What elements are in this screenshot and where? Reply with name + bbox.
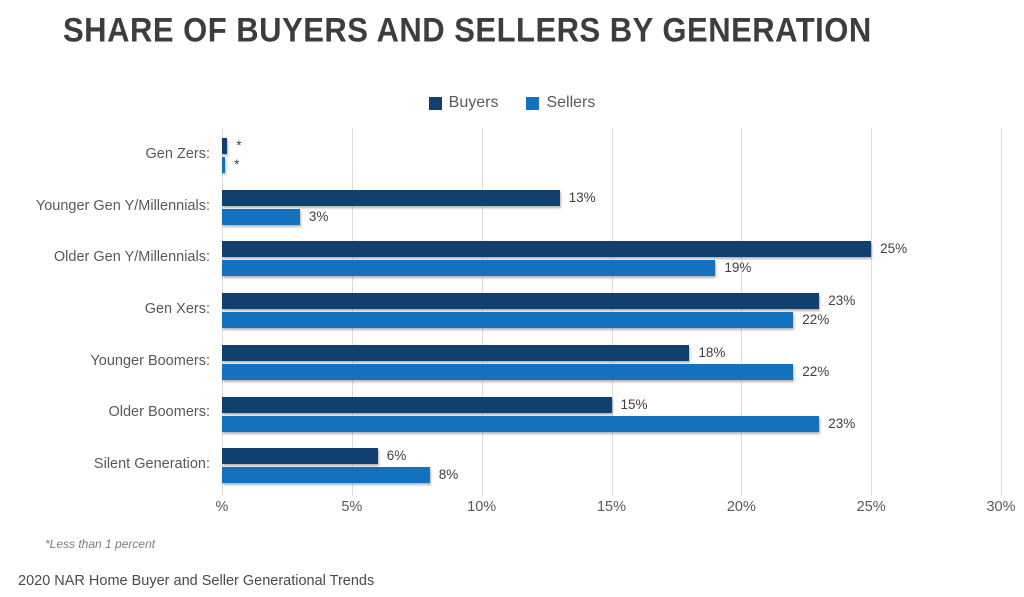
- category-label: Gen Xers:: [144, 301, 210, 317]
- bar-sellers: [222, 157, 226, 173]
- category-label: Silent Generation:: [93, 456, 210, 473]
- bar-value-label: 18%: [698, 344, 726, 360]
- bar-buyers: [222, 189, 560, 206]
- bar-value-label: 23%: [828, 415, 856, 431]
- category-label: Gen Zers:: [145, 145, 210, 162]
- bar-sellers: [222, 415, 820, 432]
- bar-sellers: [222, 467, 430, 484]
- gridline: [871, 128, 873, 496]
- gridline: [481, 128, 483, 496]
- bar-buyers: [222, 448, 378, 465]
- bar-value-label: 25%: [880, 241, 908, 257]
- legend: Buyers Sellers: [0, 94, 1024, 112]
- bar-value-label: 22%: [802, 312, 830, 328]
- bar-value-label: *: [236, 138, 242, 153]
- legend-item-sellers: Sellers: [526, 94, 595, 112]
- x-tick-label: 15%: [596, 499, 627, 515]
- bar-buyers: [222, 241, 872, 258]
- bar-value-label: 22%: [802, 363, 830, 379]
- source-citation: 2020 NAR Home Buyer and Seller Generatio…: [18, 573, 375, 589]
- bar-sellers: [222, 260, 716, 277]
- legend-item-buyers: Buyers: [428, 94, 499, 112]
- bar-value-label: 6%: [386, 448, 407, 464]
- x-tick-label: %: [215, 499, 229, 515]
- bar-buyers: [222, 138, 228, 154]
- bar-value-label: 15%: [620, 396, 648, 412]
- gridline: [611, 128, 613, 496]
- sellers-legend-swatch-icon: [526, 96, 540, 110]
- category-label: Older Gen Y/Millennials:: [53, 249, 210, 266]
- category-label: Older Boomers:: [108, 404, 210, 421]
- bar-buyers: [222, 344, 690, 361]
- category-label: Younger Gen Y/Millennials:: [35, 197, 210, 214]
- bar-buyers: [222, 293, 820, 310]
- buyers-legend-label: Buyers: [448, 94, 499, 111]
- chart-title: SHARE OF BUYERS AND SELLERS BY GENERATIO…: [63, 10, 872, 50]
- gridline: [351, 128, 353, 496]
- bar-buyers: [222, 396, 612, 413]
- bar-sellers: [222, 363, 794, 380]
- gridline: [222, 128, 223, 496]
- x-tick-label: 30%: [986, 499, 1016, 515]
- bar-value-label: 13%: [568, 189, 596, 205]
- bar-sellers: [222, 312, 794, 329]
- bar-value-label: 23%: [828, 293, 856, 309]
- bar-value-label: 3%: [308, 208, 329, 224]
- gridline: [1001, 128, 1002, 496]
- sellers-legend-label: Sellers: [546, 94, 596, 111]
- gridline: [741, 128, 743, 496]
- x-tick-label: 10%: [467, 499, 497, 515]
- bar-value-label: 8%: [438, 467, 459, 483]
- bar-value-label: 19%: [724, 260, 752, 276]
- x-tick-label: 20%: [726, 499, 756, 515]
- x-tick-label: 25%: [856, 499, 886, 515]
- category-label: Younger Boomers:: [90, 352, 210, 369]
- footnote: *Less than 1 percent: [45, 537, 156, 551]
- x-tick-label: 5%: [341, 499, 363, 515]
- bar-sellers: [222, 208, 300, 225]
- buyers-legend-swatch-icon: [428, 96, 442, 110]
- bar-value-label: *: [234, 157, 240, 172]
